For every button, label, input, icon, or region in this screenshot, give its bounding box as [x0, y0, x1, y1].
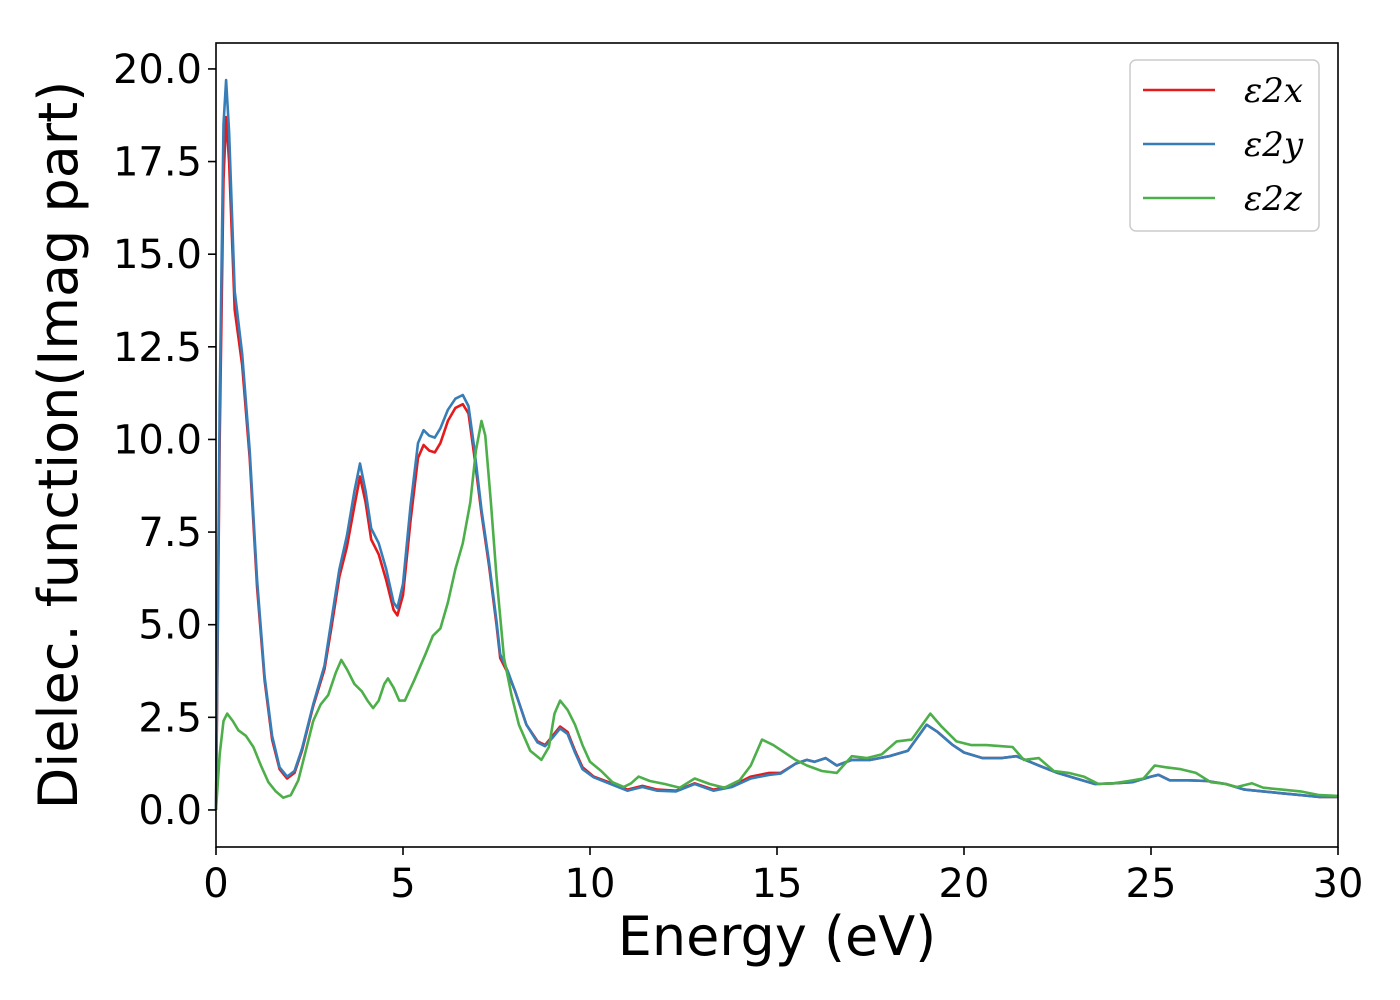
y-tick-label: 5.0: [138, 603, 202, 649]
legend-label: ε2y: [1244, 125, 1304, 165]
x-tick-label: 20: [939, 861, 990, 907]
x-tick-label: 5: [390, 861, 415, 907]
y-axis: 0.0 2.5 5.0 7.5 10.0 12.5 15.0 17.5 20.0: [113, 47, 216, 834]
series-line-2: [214, 78, 1338, 810]
y-tick-label: 17.5: [113, 140, 202, 186]
x-tick-label: 30: [1313, 861, 1364, 907]
x-tick-label: 25: [1126, 861, 1177, 907]
x-axis-label: Energy (eV): [618, 905, 937, 968]
y-tick-label: 2.5: [138, 695, 202, 741]
legend-box: [1129, 59, 1320, 232]
legend-label: ε2z: [1244, 179, 1303, 219]
series-line-3: [214, 419, 1339, 810]
y-tick-label: 20.0: [113, 47, 202, 93]
y-tick-label: 12.5: [113, 325, 202, 371]
y-tick-label: 10.0: [113, 417, 202, 463]
x-tick-label: 0: [203, 861, 228, 907]
x-tick-label: 10: [565, 861, 616, 907]
y-tick-label: 0.0: [138, 788, 202, 834]
y-tick-label: 7.5: [138, 510, 202, 556]
y-tick-label: 15.0: [113, 232, 202, 278]
y-axis-label: Dielec. function(Imag part): [27, 81, 90, 810]
legend: ε2x ε2y ε2z: [1129, 59, 1320, 232]
x-tick-label: 15: [752, 861, 803, 907]
x-axis: 0 5 10 15 20 25 30: [203, 847, 1363, 907]
legend-label: ε2x: [1244, 71, 1303, 111]
series-layer: [214, 78, 1339, 810]
